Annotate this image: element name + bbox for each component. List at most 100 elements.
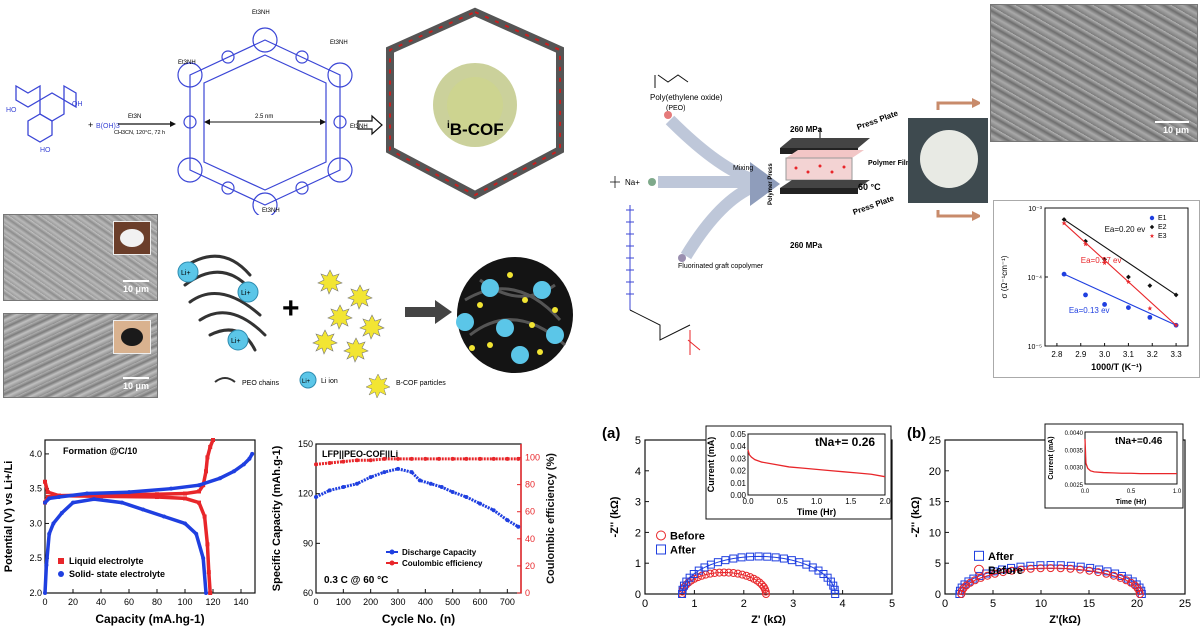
data-point (183, 521, 187, 526)
data-point (155, 495, 159, 500)
data-point (1125, 279, 1131, 284)
x-tick-label: 80 (152, 597, 162, 607)
data-point (232, 469, 236, 474)
svg-text:HO: HO (40, 147, 51, 154)
graft-name: Fluorinated graft copolymer (678, 263, 764, 270)
data-point (241, 462, 246, 467)
legend-label: E2 (1158, 224, 1167, 231)
data-point (205, 542, 210, 547)
data-point (314, 494, 318, 499)
data-point (1147, 283, 1153, 289)
data-point (120, 500, 124, 505)
data-point (206, 570, 211, 575)
data-point (779, 554, 788, 563)
data-point (710, 568, 719, 577)
x-tick-label: 15 (1083, 598, 1095, 610)
fit-line (1063, 222, 1177, 326)
y-tick-label: 10⁻⁵ (1028, 344, 1042, 351)
data-point (478, 456, 482, 461)
data-point (755, 578, 764, 587)
y-tick-label: 4 (635, 466, 641, 478)
legend-marker (389, 549, 395, 555)
eis-chart-a: 0 1 2 3 4 5 0 1 2 3 4 5 Z' (kΩ) -Z'' (kΩ) (a) Before Aft… (602, 425, 895, 626)
legend-marker (1149, 215, 1155, 221)
fabrication-scheme: Poly(ethylene oxide) (PEO) Na+ Fluorinat… (610, 74, 980, 355)
data-point (218, 476, 222, 481)
y-tick-label: 1 (635, 558, 641, 570)
svg-text:+: + (88, 120, 93, 130)
data-point (355, 481, 359, 486)
data-point (1066, 564, 1075, 573)
ea-annotation-e2: Ea=0.20 ev (1105, 225, 1146, 234)
y-tick-label: 2 (635, 527, 641, 539)
inset-x-tick-label: 0.5 (1127, 489, 1136, 495)
inset-x-tick-label: 1.0 (1173, 489, 1182, 495)
legend-marker (974, 564, 984, 575)
inset-plot-area (747, 433, 886, 496)
inset-plot-area (1084, 431, 1178, 485)
data-point (439, 485, 444, 490)
data-point (1126, 274, 1131, 280)
data-point (396, 466, 400, 471)
data-point (450, 456, 455, 461)
data-point (491, 456, 496, 461)
series-line (315, 467, 520, 529)
sem-scale-left-top: 10 μm (122, 284, 149, 294)
data-point (720, 568, 729, 577)
legend-li: Li ion (321, 378, 338, 385)
data-point (678, 585, 687, 594)
data-point (1135, 587, 1144, 596)
inset-y-tick-label: 0.02 (730, 467, 746, 476)
inset-frame (1044, 423, 1184, 509)
legend-cof: B-COF particles (396, 380, 446, 387)
data-point (43, 500, 47, 505)
sem-image-top: 10 μm (3, 214, 158, 301)
data-point (491, 508, 496, 513)
data-point (169, 486, 173, 491)
cof-framework-drawing (177, 27, 353, 215)
x-axis-label: Capacity (mA.hg-1) (95, 612, 204, 626)
data-point (355, 458, 359, 463)
data-point (729, 554, 738, 563)
cof-synthesis-scheme: HO OH HO + B(OH)3 Et3N CH3CN, 120°C, 72 … (6, 7, 564, 215)
pore-size-label: 2.5 nm (255, 114, 273, 120)
y-tick-label: 10⁻⁴ (1028, 275, 1043, 282)
y2-tick-label: 0 (525, 588, 530, 598)
cof-3d-model (386, 7, 564, 200)
plot-area (44, 439, 256, 594)
composite-electrolyte-scheme: Li+ Li+ Li+ + PEO chains Li+ Li ion B-CO… (177, 254, 573, 399)
data-point (127, 490, 131, 495)
y2-tick-label: 80 (525, 480, 535, 490)
membrane-photo-white (113, 221, 151, 255)
hhtp-monomer: HO OH HO (6, 84, 83, 154)
peo-abbr: (PEO) (666, 105, 685, 112)
li-legend-icon (299, 371, 317, 389)
panel-label: (b) (907, 425, 926, 442)
svg-text:Li+: Li+ (231, 338, 241, 345)
data-point (409, 456, 414, 461)
data-point (1085, 566, 1094, 575)
data-point (368, 475, 373, 480)
y-tick-label: 3.5 (29, 484, 42, 494)
data-point (71, 500, 75, 505)
inset-y-tick-label: 0.0025 (1065, 483, 1084, 489)
data-point (57, 495, 61, 500)
press-plate-bottom: Press Plate (852, 193, 896, 216)
inset-x-tick-label: 1.5 (845, 497, 857, 506)
chart-title: LFP||PEO-COF||Li (322, 449, 398, 459)
x-tick-label: 0 (642, 598, 648, 610)
data-point (1076, 565, 1085, 574)
inset-y-tick-label: 0.00 (730, 491, 746, 500)
y-tick-label: 0 (635, 589, 641, 601)
y-axis-label: Potential (V) vs Li+/Li (3, 461, 15, 573)
data-point (382, 456, 387, 461)
fit-line (1063, 219, 1177, 296)
data-point (341, 459, 346, 464)
data-point (742, 571, 751, 580)
sodium-label: Na+ (625, 178, 640, 187)
data-point (516, 524, 521, 529)
data-point (51, 521, 56, 526)
data-point (983, 571, 992, 580)
data-point (197, 489, 201, 494)
data-point (464, 494, 469, 499)
